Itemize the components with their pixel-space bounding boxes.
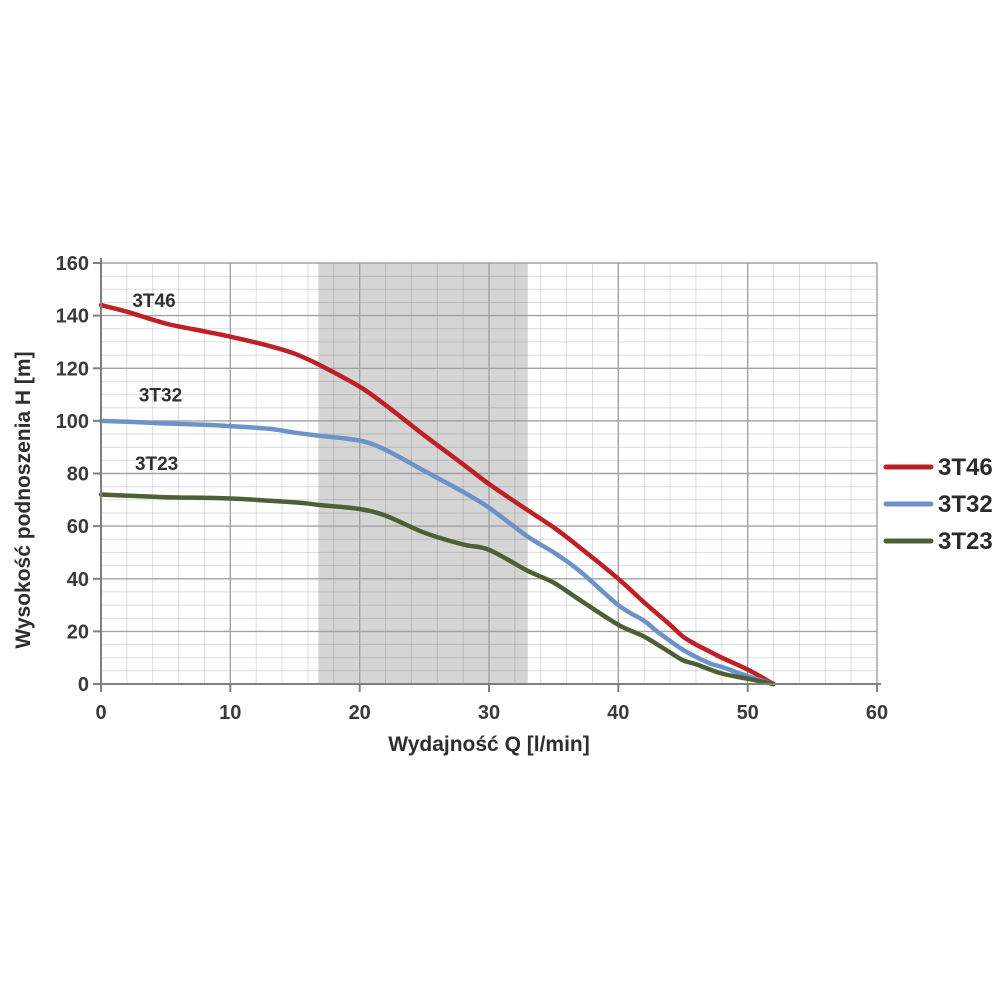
- x-tick-label: 20: [349, 702, 371, 724]
- series-path-3T32: [98, 418, 776, 687]
- series-label-3T23: 3T23: [135, 454, 178, 475]
- y-tick-label: 160: [56, 253, 89, 275]
- y-axis-title: Wysokość podnoszenia H [m]: [12, 351, 35, 648]
- legend-label-3T23: 3T23: [938, 528, 993, 555]
- x-tick-labels: 0 10 20 30 40 50 60: [95, 702, 888, 724]
- y-tick-label: 100: [56, 411, 89, 433]
- y-tick-label: 120: [56, 358, 89, 380]
- series-label-3T32: 3T32: [139, 386, 182, 407]
- x-tick-label: 30: [478, 702, 500, 724]
- x-tick-label: 40: [607, 702, 629, 724]
- y-tick-label: 80: [67, 464, 89, 486]
- y-tick-label: 20: [67, 621, 89, 643]
- axes-layer: [93, 258, 881, 692]
- grid-major-layer: [100, 262, 878, 685]
- curves-layer: [98, 302, 776, 687]
- y-tick-labels: 0 20 40 60 80 100 120 140 160: [56, 253, 89, 696]
- y-tick-label: 140: [56, 306, 89, 328]
- legend: 3T46 3T32 3T23: [883, 454, 993, 555]
- y-tick-label: 60: [67, 516, 89, 538]
- y-tick-label: 0: [78, 674, 89, 696]
- series-path-3T23: [98, 492, 776, 687]
- series-label-3T46: 3T46: [132, 291, 175, 312]
- legend-label-3T32: 3T32: [938, 491, 993, 518]
- series-path-3T46: [98, 302, 776, 687]
- x-tick-label: 10: [219, 702, 241, 724]
- x-tick-label: 0: [95, 702, 106, 724]
- y-tick-label: 40: [67, 569, 89, 591]
- x-tick-label: 60: [866, 702, 888, 724]
- legend-label-3T46: 3T46: [938, 454, 993, 481]
- x-axis-title: Wydajność Q [l/min]: [388, 733, 589, 756]
- x-tick-label: 50: [737, 702, 759, 724]
- series-labels-layer: 3T46 3T32 3T23: [132, 291, 182, 475]
